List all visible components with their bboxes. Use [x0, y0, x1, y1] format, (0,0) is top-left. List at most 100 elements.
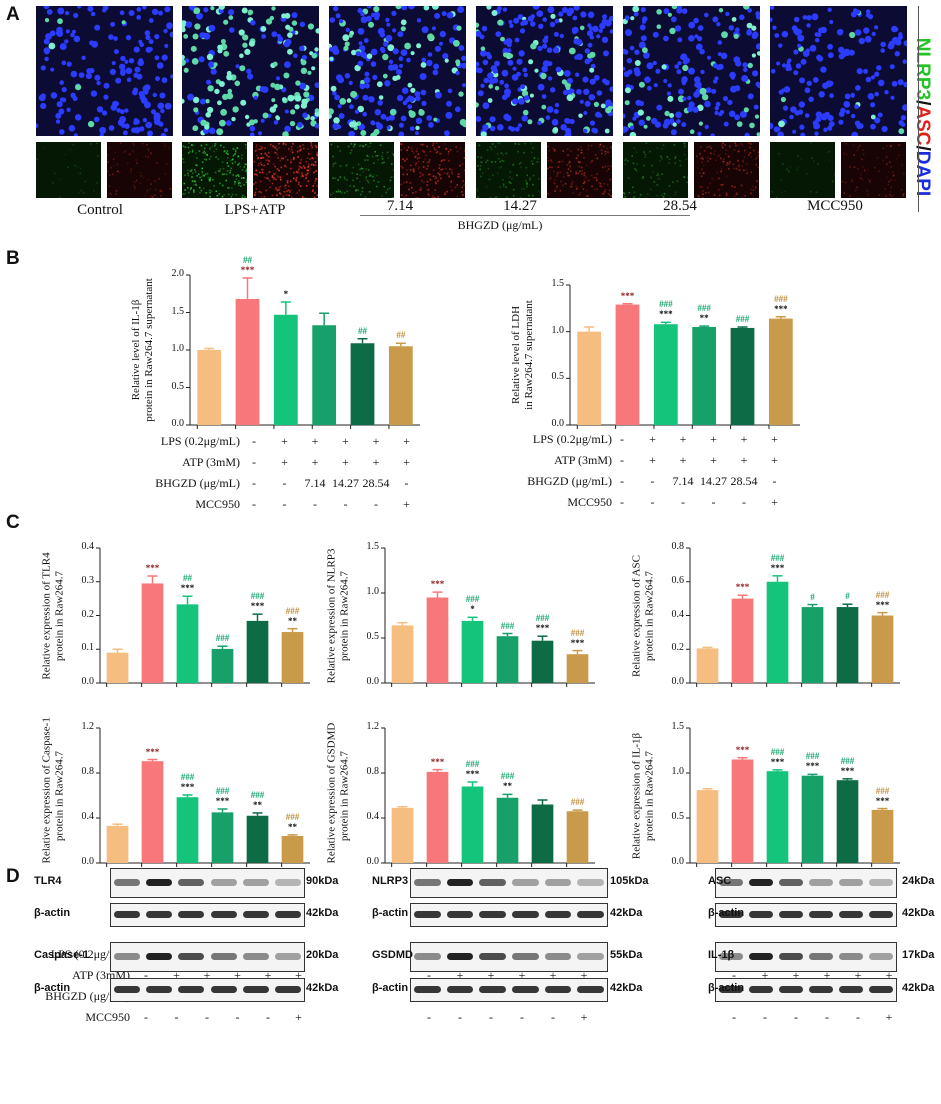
blot-strip: [715, 942, 897, 972]
condition-value: +: [372, 434, 380, 448]
blot-strip: [410, 942, 608, 972]
condition-value: -: [650, 474, 655, 488]
condition-value: +: [885, 968, 893, 982]
condition-value: -: [252, 455, 256, 469]
bar-chart-7: 0.0 0.5 1.0 1.5 *** *** ### *** ### *** ### *** ### R…: [630, 721, 900, 867]
y-tick-label: 0.0: [671, 676, 685, 687]
significance-mark: ###: [285, 811, 300, 822]
significance-mark: ##: [358, 325, 367, 336]
bar: [235, 299, 260, 425]
significance-mark: ***: [770, 562, 785, 573]
y-axis-label-line: Relative expression of TLR4: [40, 551, 52, 680]
blot-band: [178, 986, 205, 993]
condition-value: -: [374, 497, 378, 511]
blot-band: [809, 879, 833, 886]
blot-band: [274, 953, 301, 960]
micrograph-green-channel: [623, 142, 688, 198]
condition-value: +: [771, 432, 778, 446]
blot-band: [719, 911, 743, 918]
micrograph-red-channel: [253, 142, 318, 198]
bar: [461, 620, 484, 683]
bar: [871, 615, 894, 683]
blot-band: [242, 911, 269, 918]
condition-value: +: [311, 455, 319, 469]
bar: [801, 607, 824, 683]
condition-value: -: [252, 476, 256, 490]
condition-value: +: [487, 968, 495, 982]
bar: [211, 648, 234, 683]
condition-value: +: [342, 434, 349, 448]
condition-value: +: [342, 455, 349, 469]
blot-kda-label: 42kDa: [610, 982, 643, 994]
blot-band: [839, 879, 863, 886]
bhgzd-bracket-line: [360, 215, 690, 216]
y-tick-label: 0.3: [81, 574, 95, 586]
y-tick-label: 0.4: [81, 541, 95, 552]
y-tick-label: 0.0: [366, 676, 380, 687]
significance-mark: ###: [465, 759, 480, 769]
significance-mark: ###: [570, 797, 585, 808]
significance-mark: ###: [770, 552, 785, 563]
micrograph-green-channel: [770, 142, 835, 198]
blot-band: [809, 986, 833, 993]
significance-mark: ***: [215, 796, 230, 806]
significance-mark: ###: [875, 589, 890, 600]
bar-chart-3: 0.0 0.5 1.0 1.5 *** * ### ### *** ### *** ### Relati…: [325, 541, 595, 687]
condition-value: -: [763, 1010, 767, 1024]
blot-band: [146, 953, 173, 960]
micrograph-merged: [476, 6, 613, 136]
blot-kda-label: 17kDa: [902, 949, 935, 961]
blot-band: [446, 953, 474, 960]
condition-value: +: [173, 968, 180, 982]
blot-band: [512, 953, 539, 960]
significance-mark: ###: [215, 633, 230, 644]
blot-band: [749, 911, 773, 918]
blot-band: [809, 911, 833, 918]
blot-band: [274, 986, 301, 993]
condition-value: +: [854, 968, 862, 982]
significance-mark: ###: [250, 789, 265, 800]
blot-protein-label: TLR4: [34, 875, 62, 887]
blot-band: [544, 911, 572, 918]
blot-protein-label: β-actin: [708, 907, 745, 919]
significance-mark: ***: [430, 579, 445, 590]
blot-band: [414, 879, 441, 886]
stain-asc: ASC: [912, 105, 933, 146]
y-axis-label: Relative level of IL-1β protein in Raw264…: [130, 275, 156, 425]
panel-letter-a: A: [6, 4, 20, 25]
bar: [426, 771, 449, 863]
blot-strip: [715, 978, 897, 1002]
significance-mark: ###: [875, 785, 890, 796]
significance-mark: ***: [735, 582, 750, 593]
condition-value: -: [144, 1010, 148, 1024]
bar-chart-svg: [566, 284, 800, 429]
bar: [391, 625, 414, 683]
y-axis-label-line: in Raw264.7 supernatant: [523, 300, 535, 410]
blot-band: [242, 879, 269, 886]
y-tick-label: 1.5: [366, 541, 380, 552]
y-tick-label: 1.0: [551, 324, 565, 336]
blot-band: [210, 953, 237, 960]
y-tick-label: 0.4: [81, 811, 95, 822]
y-tick-label: 1.0: [366, 586, 380, 597]
blot-band: [114, 986, 141, 993]
stain-nlrp3: NLRP3: [912, 37, 933, 101]
condition-label: MCC950: [567, 495, 612, 509]
micrograph-green-channel: [182, 142, 247, 198]
blot-band: [512, 879, 539, 886]
panel-letter-d: D: [6, 866, 20, 887]
condition-value: -: [252, 434, 256, 448]
micrograph-merged: [36, 6, 173, 136]
condition-value: 14.27: [700, 474, 727, 488]
condition-value: +: [456, 968, 464, 982]
blot-band: [719, 953, 743, 960]
condition-value: +: [823, 968, 831, 982]
blot-band: [809, 953, 833, 960]
condition-value: 14.27: [332, 476, 359, 490]
blot-band: [869, 986, 893, 993]
blot-band: [544, 879, 572, 886]
blot-band: [544, 986, 572, 993]
y-tick-label: 0.8: [366, 766, 380, 777]
condition-value: +: [649, 432, 656, 446]
blot-band: [577, 879, 604, 886]
